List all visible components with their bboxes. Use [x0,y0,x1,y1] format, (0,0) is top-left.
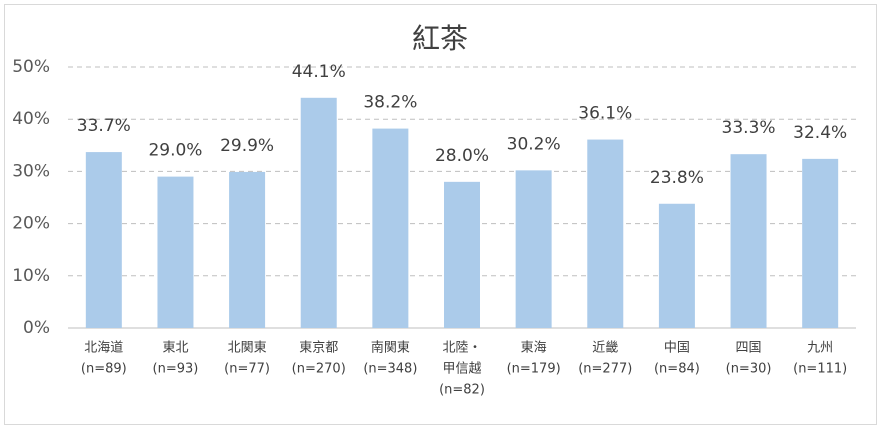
x-tick-label: 九州 [807,341,833,356]
y-tick-label: 40% [12,109,50,129]
y-tick-label: 10% [12,266,50,286]
value-label: 36.1% [578,104,632,124]
x-tick-label: 北関東 [228,340,267,356]
bar [730,154,767,328]
x-tick-label: 東海 [521,340,547,356]
bar [515,170,552,328]
bar [444,181,480,328]
y-tick-label: 50% [12,57,50,77]
x-tick-label: (n=277) [578,362,632,377]
bar [300,97,337,328]
bar [587,139,624,328]
x-tick-label: 中国 [664,341,690,356]
x-tick-label: (n=30) [726,362,772,377]
bar [802,158,839,328]
value-label: 33.7% [77,116,131,136]
x-tick-label: 南関東 [371,340,410,356]
value-label: 30.2% [507,134,561,154]
value-label: 29.0% [148,141,202,161]
x-tick-label: 四国 [736,341,762,356]
x-tick-label: (n=93) [153,362,199,377]
x-tick-label: 甲信越 [442,362,481,377]
x-tick-label: (n=270) [292,362,346,377]
x-tick-label: 東北 [162,340,188,356]
value-label: 38.2% [363,93,417,113]
x-tick-label: (n=77) [224,362,270,377]
y-tick-label: 30% [12,161,50,181]
x-tick-label: 近畿 [592,341,618,356]
value-label: 33.3% [722,118,776,138]
bar [372,128,409,328]
bar [658,203,695,328]
y-tick-label: 0% [23,318,50,338]
x-tick-label: 北海道 [84,341,123,356]
x-tick-label: (n=111) [793,362,847,377]
x-tick-label: (n=179) [507,362,561,377]
x-tick-label: (n=84) [654,362,700,377]
x-tick-label: (n=82) [439,383,485,398]
x-tick-label: 北陸・ [442,340,481,356]
bar [157,176,194,328]
bar [229,171,266,328]
value-label: 44.1% [292,62,346,82]
value-label: 32.4% [793,123,847,143]
chart-title: 紅茶 [412,22,468,55]
x-tick-label: (n=89) [81,362,127,377]
y-tick-label: 20% [12,214,50,234]
x-tick-label: 東京都 [299,340,338,356]
bar [85,152,122,328]
value-label: 28.0% [435,146,489,166]
value-label: 23.8% [650,168,704,188]
x-tick-label: (n=348) [363,362,417,377]
value-label: 29.9% [220,136,274,156]
